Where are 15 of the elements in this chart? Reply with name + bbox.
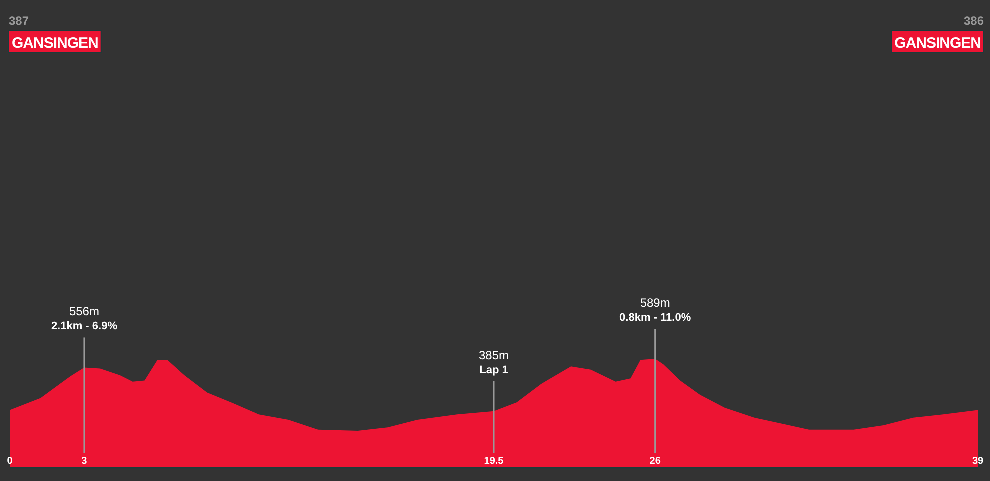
x-tick-label: 26 — [650, 456, 662, 467]
annotation: Lap 1 — [480, 364, 508, 376]
text: GANSINGEN — [894, 35, 981, 52]
text: 0.8km - 11.0% — [620, 312, 692, 324]
text: 387 — [9, 14, 30, 28]
x-tick-label: 3 — [82, 456, 88, 467]
x-tick-label: 0 — [7, 456, 14, 467]
text: GANSINGEN — [12, 35, 98, 52]
text: 386 — [964, 14, 984, 28]
text: 2.1km - 6.9% — [51, 320, 118, 333]
ref-line-label: 589m — [640, 296, 670, 310]
x-tick-label: 39 — [972, 456, 984, 467]
ref-line-label: 556m — [69, 304, 100, 319]
x-tick-label: 19.5 — [484, 456, 504, 467]
ref-line-label: 385m — [478, 348, 510, 362]
